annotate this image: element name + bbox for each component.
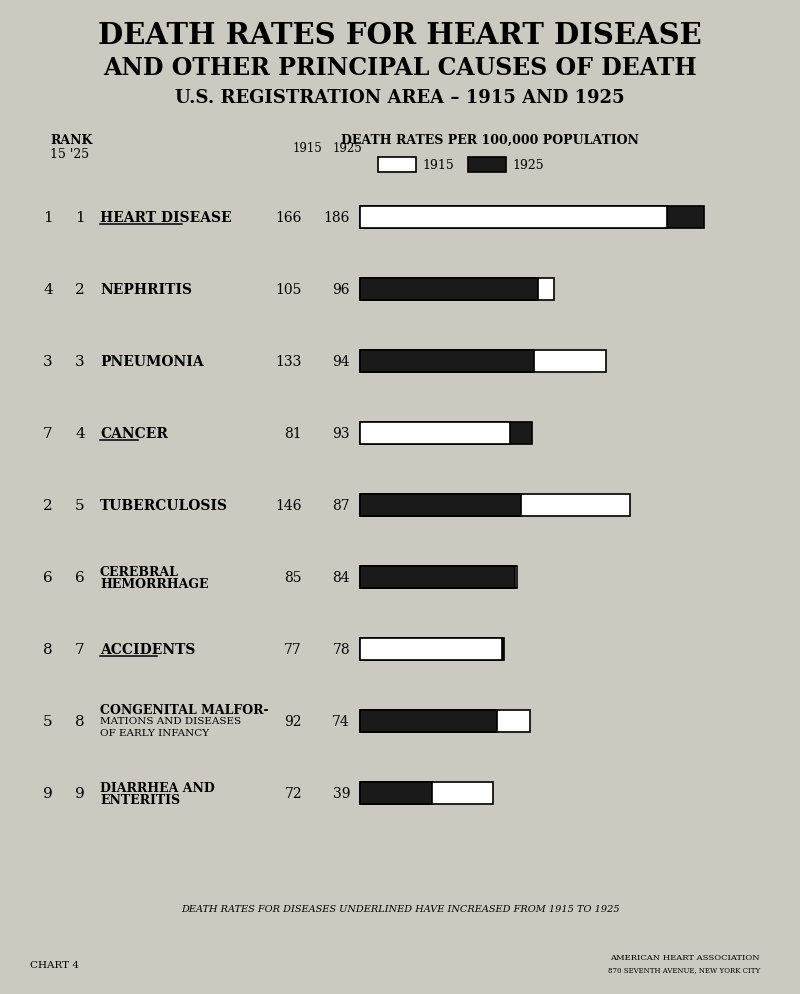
Text: 6: 6 — [43, 571, 53, 584]
Text: 15 '25: 15 '25 — [50, 148, 89, 161]
Bar — [360, 494, 630, 517]
Text: DEATH RATES FOR DISEASES UNDERLINED HAVE INCREASED FROM 1915 TO 1925: DEATH RATES FOR DISEASES UNDERLINED HAVE… — [181, 905, 619, 913]
Text: 870 SEVENTH AVENUE, NEW YORK CITY: 870 SEVENTH AVENUE, NEW YORK CITY — [608, 965, 760, 973]
Bar — [360, 638, 502, 660]
Text: 39: 39 — [333, 786, 350, 800]
Text: 1925: 1925 — [333, 142, 363, 155]
Text: 85: 85 — [285, 571, 302, 584]
Text: 1925: 1925 — [512, 159, 544, 172]
Text: U.S. REGISTRATION AREA – 1915 AND 1925: U.S. REGISTRATION AREA – 1915 AND 1925 — [175, 88, 625, 107]
Text: 6: 6 — [75, 571, 85, 584]
Text: 133: 133 — [276, 355, 302, 369]
Text: CHART 4: CHART 4 — [30, 959, 79, 968]
Bar — [360, 278, 538, 301]
Text: 105: 105 — [276, 282, 302, 296]
Bar — [360, 351, 606, 373]
Text: 77: 77 — [284, 642, 302, 656]
Text: 4: 4 — [75, 426, 85, 440]
Text: 81: 81 — [284, 426, 302, 440]
Text: 1915: 1915 — [293, 142, 323, 155]
Text: CEREBRAL: CEREBRAL — [100, 565, 179, 578]
Text: 5: 5 — [75, 499, 85, 513]
Bar — [360, 207, 667, 229]
Text: MATIONS AND DISEASES: MATIONS AND DISEASES — [100, 717, 241, 726]
Bar — [360, 278, 554, 301]
Text: 186: 186 — [324, 211, 350, 225]
Text: AND OTHER PRINCIPAL CAUSES OF DEATH: AND OTHER PRINCIPAL CAUSES OF DEATH — [103, 56, 697, 80]
Text: ACCIDENTS: ACCIDENTS — [100, 642, 195, 656]
Text: 72: 72 — [284, 786, 302, 800]
Text: 2: 2 — [43, 499, 53, 513]
Text: 8: 8 — [43, 642, 53, 656]
Text: DIARRHEA AND: DIARRHEA AND — [100, 780, 214, 793]
Text: 74: 74 — [332, 715, 350, 729]
Text: 7: 7 — [43, 426, 53, 440]
Bar — [378, 158, 416, 173]
Text: 1: 1 — [75, 211, 85, 225]
Text: OF EARLY INFANCY: OF EARLY INFANCY — [100, 729, 209, 738]
Bar — [360, 711, 497, 733]
Text: 7: 7 — [75, 642, 85, 656]
Text: ENTERITIS: ENTERITIS — [100, 792, 180, 806]
Text: DEATH RATES PER 100,000 POPULATION: DEATH RATES PER 100,000 POPULATION — [341, 133, 639, 146]
Text: 8: 8 — [75, 715, 85, 729]
Text: HEART DISEASE: HEART DISEASE — [100, 211, 232, 225]
Text: AMERICAN HEART ASSOCIATION: AMERICAN HEART ASSOCIATION — [610, 953, 760, 961]
Text: NEPHRITIS: NEPHRITIS — [100, 282, 192, 296]
Bar — [360, 567, 518, 588]
Text: 3: 3 — [43, 355, 53, 369]
Text: 96: 96 — [333, 282, 350, 296]
Bar — [360, 422, 532, 444]
Text: 2: 2 — [75, 282, 85, 296]
Bar — [360, 351, 534, 373]
Text: 146: 146 — [275, 499, 302, 513]
Text: 92: 92 — [285, 715, 302, 729]
Text: HEMORRHAGE: HEMORRHAGE — [100, 577, 209, 589]
Bar — [360, 782, 493, 804]
Text: 1: 1 — [43, 211, 53, 225]
Text: PNEUMONIA: PNEUMONIA — [100, 355, 204, 369]
Text: CONGENITAL MALFOR-: CONGENITAL MALFOR- — [100, 703, 269, 716]
Text: 9: 9 — [43, 786, 53, 800]
Text: 93: 93 — [333, 426, 350, 440]
Bar — [360, 711, 530, 733]
Bar — [360, 638, 504, 660]
Text: 166: 166 — [276, 211, 302, 225]
Bar — [360, 207, 704, 229]
Text: 78: 78 — [332, 642, 350, 656]
Text: 84: 84 — [332, 571, 350, 584]
Text: 3: 3 — [75, 355, 85, 369]
Text: RANK: RANK — [50, 133, 92, 146]
Bar — [360, 567, 515, 588]
Text: 87: 87 — [332, 499, 350, 513]
Bar — [360, 782, 432, 804]
Text: TUBERCULOSIS: TUBERCULOSIS — [100, 499, 228, 513]
Bar — [468, 158, 506, 173]
Bar — [360, 494, 521, 517]
Text: DEATH RATES FOR HEART DISEASE: DEATH RATES FOR HEART DISEASE — [98, 21, 702, 50]
Text: 9: 9 — [75, 786, 85, 800]
Text: 94: 94 — [332, 355, 350, 369]
Text: CANCER: CANCER — [100, 426, 168, 440]
Bar — [360, 422, 510, 444]
Text: 5: 5 — [43, 715, 53, 729]
Text: 1915: 1915 — [422, 159, 454, 172]
Text: 4: 4 — [43, 282, 53, 296]
